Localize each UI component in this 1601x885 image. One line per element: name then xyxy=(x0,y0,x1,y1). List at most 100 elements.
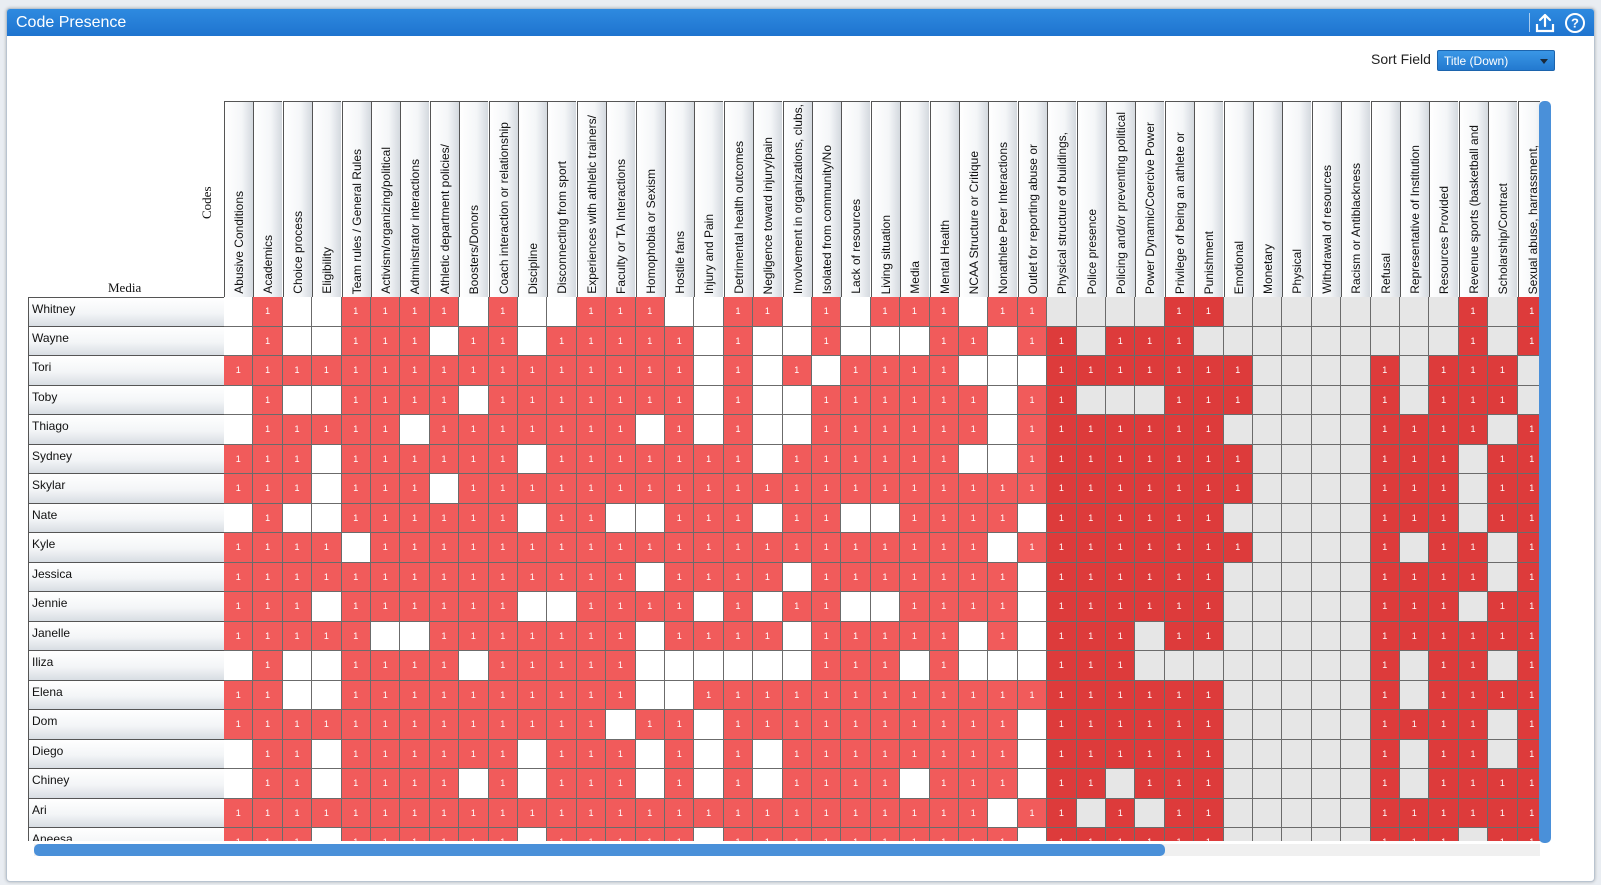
presence-cell-empty[interactable] xyxy=(959,444,989,474)
presence-cell-marked[interactable]: 1 xyxy=(870,415,901,445)
presence-cell-marked[interactable]: 1 xyxy=(1370,444,1400,474)
presence-cell-marked[interactable]: 1 xyxy=(1076,739,1106,769)
row-header[interactable]: Jessica xyxy=(28,562,224,592)
presence-cell-marked[interactable]: 1 xyxy=(929,356,959,386)
presence-cell-empty[interactable] xyxy=(459,297,489,327)
presence-cell-marked[interactable]: 1 xyxy=(341,592,371,622)
presence-cell-marked[interactable]: 1 xyxy=(547,415,577,445)
presence-cell-empty[interactable] xyxy=(1311,297,1342,327)
presence-cell-empty[interactable] xyxy=(694,356,724,386)
presence-cell-marked[interactable]: 1 xyxy=(371,798,401,828)
presence-cell-empty[interactable] xyxy=(635,680,665,710)
presence-cell-marked[interactable]: 1 xyxy=(488,798,518,828)
presence-cell-empty[interactable] xyxy=(959,651,989,681)
presence-cell-marked[interactable]: 1 xyxy=(1017,385,1048,415)
presence-cell-marked[interactable]: 1 xyxy=(988,297,1018,327)
presence-cell-marked[interactable]: 1 xyxy=(812,680,842,710)
presence-cell-marked[interactable]: 1 xyxy=(782,798,812,828)
presence-cell-marked[interactable]: 1 xyxy=(1370,474,1400,504)
presence-cell-marked[interactable]: 1 xyxy=(753,798,783,828)
presence-cell-empty[interactable] xyxy=(665,297,695,327)
horizontal-scrollbar[interactable] xyxy=(34,844,1165,856)
presence-cell-empty[interactable] xyxy=(635,415,665,445)
presence-cell-empty[interactable] xyxy=(1135,385,1165,415)
presence-cell-marked[interactable]: 1 xyxy=(782,828,812,841)
presence-cell-marked[interactable]: 1 xyxy=(1370,828,1400,841)
presence-cell-marked[interactable]: 1 xyxy=(694,503,724,533)
presence-cell-empty[interactable] xyxy=(1223,326,1253,356)
presence-cell-marked[interactable]: 1 xyxy=(341,562,371,592)
presence-cell-marked[interactable]: 1 xyxy=(1106,415,1136,445)
presence-cell-marked[interactable]: 1 xyxy=(841,356,871,386)
presence-cell-empty[interactable] xyxy=(753,356,783,386)
presence-cell-marked[interactable]: 1 xyxy=(900,592,930,622)
presence-cell-empty[interactable] xyxy=(1282,592,1312,622)
presence-cell-marked[interactable]: 1 xyxy=(900,562,930,592)
presence-cell-empty[interactable] xyxy=(282,297,313,327)
presence-cell-empty[interactable] xyxy=(518,297,548,327)
presence-cell-empty[interactable] xyxy=(547,592,577,622)
presence-cell-empty[interactable] xyxy=(1517,385,1540,415)
presence-cell-empty[interactable] xyxy=(312,769,342,799)
presence-cell-marked[interactable]: 1 xyxy=(870,297,901,327)
presence-cell-marked[interactable]: 1 xyxy=(1106,592,1136,622)
presence-cell-marked[interactable]: 1 xyxy=(1164,356,1195,386)
presence-cell-marked[interactable]: 1 xyxy=(371,710,401,740)
presence-cell-marked[interactable]: 1 xyxy=(1017,474,1048,504)
presence-cell-empty[interactable] xyxy=(1400,385,1430,415)
presence-cell-marked[interactable]: 1 xyxy=(606,739,636,769)
presence-cell-marked[interactable]: 1 xyxy=(1458,533,1489,563)
presence-cell-marked[interactable]: 1 xyxy=(1458,710,1489,740)
presence-cell-empty[interactable] xyxy=(1341,769,1371,799)
presence-cell-marked[interactable]: 1 xyxy=(723,474,754,504)
presence-cell-marked[interactable]: 1 xyxy=(518,621,548,651)
column-header[interactable]: Nonathlete Peer Interactions xyxy=(988,101,1018,297)
presence-cell-marked[interactable]: 1 xyxy=(1017,326,1048,356)
presence-cell-marked[interactable]: 1 xyxy=(459,326,489,356)
presence-cell-marked[interactable]: 1 xyxy=(1517,474,1540,504)
presence-cell-empty[interactable] xyxy=(1341,710,1371,740)
presence-cell-empty[interactable] xyxy=(459,385,489,415)
presence-cell-marked[interactable]: 1 xyxy=(371,385,401,415)
presence-cell-marked[interactable]: 1 xyxy=(1429,769,1459,799)
column-header[interactable]: Eligibility xyxy=(312,101,342,297)
presence-cell-marked[interactable]: 1 xyxy=(606,562,636,592)
presence-cell-marked[interactable]: 1 xyxy=(224,710,254,740)
presence-cell-marked[interactable]: 1 xyxy=(1370,503,1400,533)
presence-cell-marked[interactable]: 1 xyxy=(1429,385,1459,415)
presence-cell-marked[interactable]: 1 xyxy=(753,710,783,740)
presence-cell-marked[interactable]: 1 xyxy=(1223,444,1253,474)
presence-cell-marked[interactable]: 1 xyxy=(723,415,754,445)
presence-cell-marked[interactable]: 1 xyxy=(341,356,371,386)
presence-cell-empty[interactable] xyxy=(312,739,342,769)
presence-cell-marked[interactable]: 1 xyxy=(812,710,842,740)
presence-cell-empty[interactable] xyxy=(841,326,871,356)
presence-cell-empty[interactable] xyxy=(1458,444,1489,474)
presence-cell-marked[interactable]: 1 xyxy=(341,739,371,769)
presence-cell-marked[interactable]: 1 xyxy=(1488,680,1518,710)
presence-cell-marked[interactable]: 1 xyxy=(518,680,548,710)
presence-cell-marked[interactable]: 1 xyxy=(841,710,871,740)
presence-cell-marked[interactable]: 1 xyxy=(1517,562,1540,592)
presence-cell-empty[interactable] xyxy=(1311,739,1342,769)
presence-cell-empty[interactable] xyxy=(312,503,342,533)
presence-cell-marked[interactable]: 1 xyxy=(929,474,959,504)
presence-cell-marked[interactable]: 1 xyxy=(988,710,1018,740)
presence-cell-empty[interactable] xyxy=(1488,651,1518,681)
presence-cell-marked[interactable]: 1 xyxy=(723,297,754,327)
presence-cell-marked[interactable]: 1 xyxy=(576,769,607,799)
presence-cell-marked[interactable]: 1 xyxy=(253,385,283,415)
presence-cell-empty[interactable] xyxy=(782,562,812,592)
row-header[interactable]: Diego xyxy=(28,739,224,769)
presence-cell-empty[interactable] xyxy=(1400,680,1430,710)
presence-cell-marked[interactable]: 1 xyxy=(1135,769,1165,799)
presence-cell-marked[interactable]: 1 xyxy=(1076,621,1106,651)
presence-cell-marked[interactable]: 1 xyxy=(606,297,636,327)
presence-cell-marked[interactable]: 1 xyxy=(371,326,401,356)
presence-cell-empty[interactable] xyxy=(1311,769,1342,799)
presence-cell-empty[interactable] xyxy=(1106,385,1136,415)
presence-cell-marked[interactable]: 1 xyxy=(518,474,548,504)
presence-cell-marked[interactable]: 1 xyxy=(665,798,695,828)
presence-cell-marked[interactable]: 1 xyxy=(1047,621,1077,651)
presence-cell-marked[interactable]: 1 xyxy=(224,828,254,841)
